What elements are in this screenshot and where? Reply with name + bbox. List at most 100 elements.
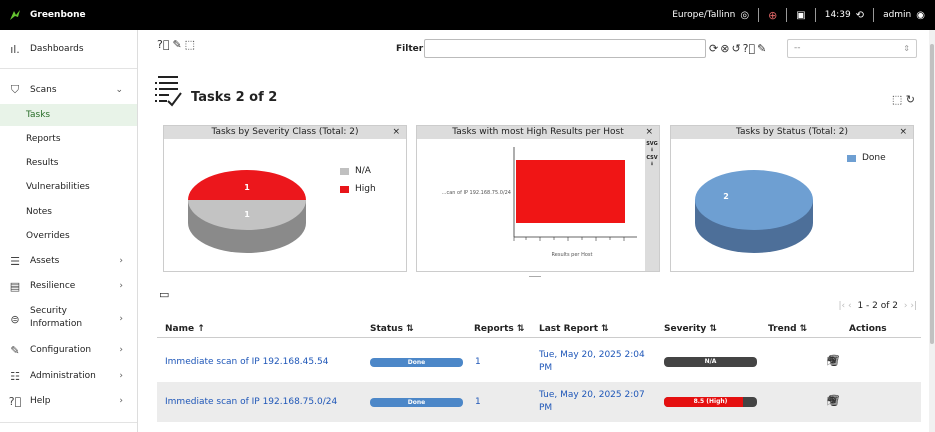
next-page-icon[interactable]: ›: [903, 301, 908, 311]
sidebar-item-resilience[interactable]: ▤ Resilience ›: [0, 277, 137, 295]
sidebar-item-results[interactable]: Results: [26, 158, 59, 168]
chart-title: Tasks with most High Results per Host: [452, 127, 624, 137]
brand[interactable]: Greenbone: [8, 8, 86, 22]
export-icon[interactable]: ⇥: [827, 354, 839, 367]
sidebar-item-scans[interactable]: ⛉ Scans ⌄: [0, 81, 137, 99]
edit-icon[interactable]: ✎: [757, 42, 769, 55]
close-icon[interactable]: ×: [899, 127, 907, 137]
trash-icon[interactable]: 🗑: [827, 354, 843, 367]
csv-download[interactable]: CSV: [646, 155, 658, 161]
help-icon[interactable]: ?⃝: [742, 42, 758, 55]
edit-icon[interactable]: ✎: [827, 354, 839, 367]
sidebar-item-security-information[interactable]: ⊜ Security Information ›: [0, 306, 137, 332]
language-icon[interactable]: ⊕: [768, 8, 778, 22]
divider: [786, 8, 788, 22]
chart-high-results: Tasks with most High Results per Host × …: [416, 125, 660, 272]
new-task-icon[interactable]: ⬚: [891, 93, 903, 106]
chart-header[interactable]: Tasks with most High Results per Host ×: [417, 126, 659, 139]
username[interactable]: admin: [883, 10, 912, 20]
reports-link[interactable]: 1: [475, 397, 481, 407]
last-report-link[interactable]: PM: [539, 403, 553, 413]
last-report-link[interactable]: PM: [539, 363, 553, 373]
col-reports[interactable]: Reports ⇅: [474, 324, 525, 334]
close-icon[interactable]: ×: [645, 127, 653, 137]
first-page-icon[interactable]: |‹: [838, 301, 846, 311]
security-info-icon: ⊜: [10, 312, 20, 326]
col-trend[interactable]: Trend ⇅: [768, 324, 808, 334]
pie-slice-na[interactable]: [188, 200, 306, 230]
clear-icon[interactable]: ⊗: [720, 42, 732, 55]
start-icon[interactable]: ▷: [827, 394, 838, 407]
filter-select[interactable]: -- ⇕: [787, 39, 917, 58]
task-name-link[interactable]: Immediate scan of IP 192.168.75.0/24: [165, 397, 338, 407]
license-icon[interactable]: ▣: [796, 9, 806, 21]
sidebar-item-label: Security: [30, 306, 67, 316]
clone-icon[interactable]: ⟲: [827, 394, 839, 407]
chart-status: Tasks by Status (Total: 2) × 2 Done: [670, 125, 914, 272]
last-report-link[interactable]: Tue, May 20, 2025 2:04: [539, 350, 645, 360]
sidebar-item-tasks[interactable]: Tasks: [0, 104, 137, 126]
sidebar-item-notes[interactable]: Notes: [26, 207, 52, 217]
folder-icon[interactable]: ▭: [159, 288, 170, 301]
sidebar-item-dashboards[interactable]: ıl. Dashboards: [0, 40, 137, 58]
resume-icon[interactable]: ▷: [827, 354, 838, 367]
legend-swatch: [340, 167, 349, 175]
col-last-report[interactable]: Last Report ⇅: [539, 324, 609, 334]
close-icon[interactable]: ×: [392, 127, 400, 137]
start-icon[interactable]: ▷: [827, 354, 838, 367]
sidebar-item-overrides[interactable]: Overrides: [26, 231, 70, 241]
sidebar-item-administration[interactable]: ☷ Administration ›: [0, 367, 137, 385]
scrollbar[interactable]: [929, 30, 935, 432]
chart-header[interactable]: Tasks by Severity Class (Total: 2) ×: [164, 126, 406, 139]
prev-page-icon[interactable]: ‹: [847, 301, 852, 311]
col-status[interactable]: Status ⇅: [370, 324, 414, 334]
chart-header[interactable]: Tasks by Status (Total: 2) ×: [671, 126, 913, 139]
pie-slice-high[interactable]: [188, 170, 306, 200]
user-icon[interactable]: ◉: [916, 9, 925, 21]
last-report-link[interactable]: Tue, May 20, 2025 2:07: [539, 390, 645, 400]
sidebar-item-configuration[interactable]: ✎ Configuration ›: [0, 341, 137, 359]
refresh-icon[interactable]: ⟲: [855, 9, 865, 21]
download-icon[interactable]: ⭳: [651, 147, 653, 153]
col-actions: Actions: [849, 324, 887, 334]
reload-icon[interactable]: ↻: [905, 93, 915, 106]
new-task-icon[interactable]: ⬚: [184, 38, 199, 51]
task-name-link[interactable]: Immediate scan of IP 192.168.45.54: [165, 357, 329, 367]
bar-chart-icon: ıl.: [10, 42, 20, 56]
sidebar-item-reports[interactable]: Reports: [26, 134, 61, 144]
scrollbar-thumb[interactable]: [930, 44, 934, 344]
table-row: Immediate scan of IP 192.168.45.54 Done …: [157, 342, 921, 382]
legend-label: Done: [862, 153, 886, 163]
severity-bar: N/A: [664, 357, 757, 367]
wizard-icon[interactable]: ✎: [172, 38, 185, 51]
last-page-icon[interactable]: ›|: [910, 301, 917, 311]
export-icon[interactable]: ⇥: [827, 394, 839, 407]
filter-input[interactable]: [424, 39, 706, 58]
col-label: Status: [370, 324, 403, 334]
svg-download[interactable]: SVG: [646, 141, 658, 147]
col-name[interactable]: Name ↑: [165, 324, 205, 334]
bar-high-results[interactable]: [516, 160, 625, 223]
legend-done: Done: [847, 153, 886, 163]
reset-icon[interactable]: ↺: [731, 42, 743, 55]
chevron-right-icon: ›: [119, 396, 123, 406]
resume-icon[interactable]: ▷: [827, 394, 838, 407]
pie-slice-done[interactable]: [695, 170, 813, 230]
severity-label: 8.5 (High): [693, 398, 728, 405]
edit-icon[interactable]: ✎: [827, 394, 839, 407]
sidebar-item-vulnerabilities[interactable]: Vulnerabilities: [26, 182, 90, 192]
trash-icon[interactable]: 🗑: [827, 394, 843, 407]
download-icon[interactable]: ⭳: [651, 161, 653, 167]
sidebar-item-label: Dashboards: [30, 44, 84, 54]
divider: [873, 8, 875, 22]
clone-icon[interactable]: ⟲: [827, 354, 839, 367]
refresh-icon[interactable]: ⟳: [709, 42, 721, 55]
help-icon[interactable]: ?⃝: [157, 38, 173, 51]
chevron-right-icon: ›: [119, 281, 123, 291]
sidebar-item-help[interactable]: ?⃝ Help ›: [0, 392, 137, 410]
chevron-right-icon: ›: [119, 345, 123, 355]
resize-handle[interactable]: [529, 276, 541, 277]
sidebar-item-assets[interactable]: ☰ Assets ›: [0, 252, 137, 270]
col-severity[interactable]: Severity ⇅: [664, 324, 717, 334]
reports-link[interactable]: 1: [475, 357, 481, 367]
